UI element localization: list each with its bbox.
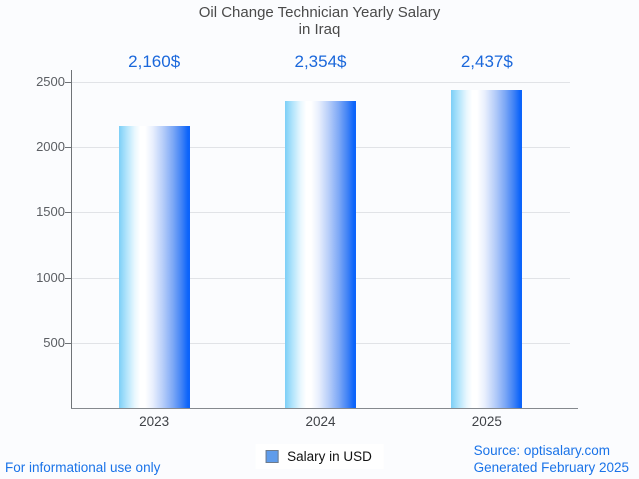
x-tick-label: 2024 (305, 414, 336, 429)
x-tick-label: 2023 (139, 414, 170, 429)
legend-swatch-icon (265, 450, 279, 463)
bar-value-label: 2,354$ (294, 52, 347, 71)
y-tick-label: 2500 (36, 74, 65, 89)
x-tick-label: 2025 (471, 414, 502, 429)
source-block: Source: optisalary.com Generated Februar… (474, 443, 629, 476)
y-axis-tick (65, 277, 71, 279)
source-line: Source: optisalary.com (473, 443, 610, 458)
x-axis-line (71, 408, 578, 409)
y-axis-tick (65, 212, 71, 214)
y-axis-tick (65, 342, 71, 344)
bar-2024[interactable] (285, 101, 356, 408)
y-tick-label: 500 (43, 334, 65, 350)
chart-title-line1: Oil Change Technician Yearly Salary (198, 4, 441, 21)
generated-line: Generated February 2025 (473, 459, 629, 475)
y-tick-label: 1500 (36, 204, 65, 220)
y-tick-label: 1000 (36, 269, 65, 285)
y-tick-label: 2000 (36, 139, 65, 155)
bar-value-label: 2,437$ (460, 52, 513, 71)
bar-value-label: 2,160$ (128, 52, 181, 71)
chart-title: Oil Change Technician Yearly Salary in I… (0, 4, 639, 38)
y-axis-line (71, 70, 72, 408)
gridline (71, 82, 570, 83)
bar-2025[interactable] (451, 90, 523, 408)
y-axis-tick (65, 82, 71, 83)
bar-2023[interactable] (118, 126, 190, 408)
informational-note: For informational use only (5, 460, 161, 475)
chart-title-line2: in Iraq (298, 21, 341, 38)
legend: Salary in USD (255, 444, 384, 469)
legend-label: Salary in USD (287, 449, 372, 464)
y-axis-tick (65, 147, 71, 149)
